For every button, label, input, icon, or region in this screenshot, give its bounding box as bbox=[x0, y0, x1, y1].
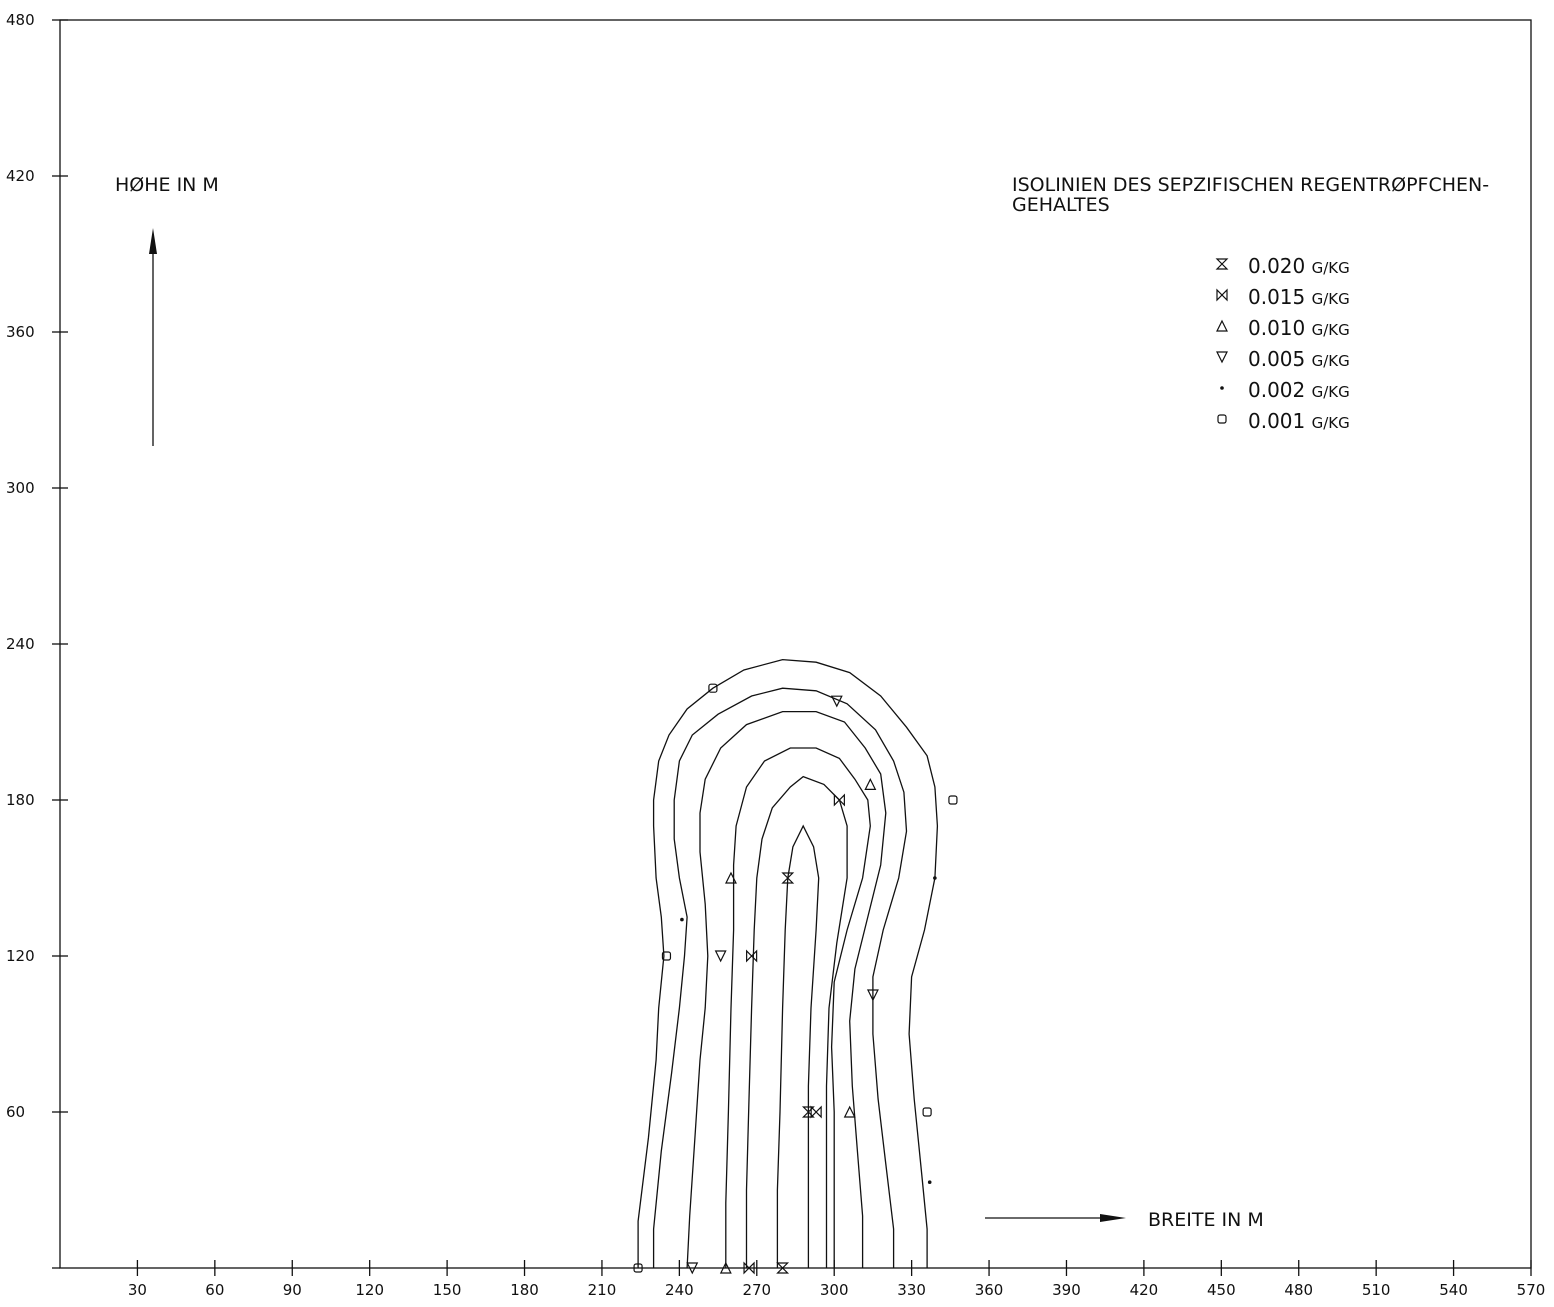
y-tick-label: 300 bbox=[6, 479, 35, 497]
isoline-marker bbox=[714, 950, 727, 963]
x-tick-label: 300 bbox=[820, 1281, 849, 1299]
isoline-path bbox=[776, 824, 820, 1268]
x-tick-label: 240 bbox=[665, 1281, 694, 1299]
isoline-marker bbox=[743, 1261, 755, 1275]
isoline-marker bbox=[927, 1180, 932, 1184]
y-tick-label: 240 bbox=[6, 635, 35, 653]
isoline-marker bbox=[781, 872, 795, 884]
isoline-marker bbox=[776, 1262, 790, 1274]
y-axis-label-group: HØHE IN M bbox=[115, 174, 219, 446]
legend-item: 0.020 G/KG bbox=[1215, 254, 1350, 278]
legend-item: 0.002 G/KG bbox=[1220, 378, 1350, 402]
isoline-path bbox=[637, 658, 939, 1268]
x-tick-label: 420 bbox=[1130, 1281, 1159, 1299]
plot-frame bbox=[59, 19, 1532, 1269]
y-tick-label: 480 bbox=[6, 11, 35, 29]
isoline-marker bbox=[933, 876, 937, 880]
x-tick-label: 120 bbox=[355, 1281, 384, 1299]
x-tick-label: 390 bbox=[1052, 1281, 1081, 1299]
legend-marker-icon bbox=[1220, 386, 1224, 390]
x-tick-label: 480 bbox=[1284, 1281, 1313, 1299]
legend-item: 0.015 G/KG bbox=[1216, 285, 1350, 309]
isoline-marker bbox=[719, 1261, 732, 1274]
x-axis-arrow-head-icon bbox=[1100, 1214, 1126, 1222]
isoline-0.002 bbox=[652, 687, 937, 1268]
y-axis-ticks: 60 120 180 240 300 360 420 480 bbox=[6, 11, 68, 1121]
x-tick-label: 60 bbox=[205, 1281, 224, 1299]
y-axis-title: HØHE IN M bbox=[115, 174, 219, 196]
chart-title-group: ISOLINIEN DES SEPZIFISCHEN REGENTRØPFCHE… bbox=[1012, 174, 1489, 216]
isoline-marker bbox=[864, 778, 877, 790]
isoline-0.005 bbox=[686, 695, 887, 1275]
x-tick-label: 210 bbox=[588, 1281, 617, 1299]
x-tick-label: 360 bbox=[975, 1281, 1004, 1299]
x-tick-label: 150 bbox=[433, 1281, 462, 1299]
isoline-0.001 bbox=[633, 658, 958, 1273]
isoline-marker bbox=[866, 989, 879, 1002]
x-tick-label: 570 bbox=[1517, 1281, 1546, 1299]
isoline-marker bbox=[633, 1263, 643, 1273]
isoline-marker bbox=[922, 1107, 932, 1117]
isoline-series bbox=[633, 658, 958, 1275]
isoline-marker bbox=[725, 871, 737, 884]
isoline-path bbox=[652, 687, 908, 1268]
chart-title-line-2: GEHALTES bbox=[1012, 194, 1110, 216]
y-tick-label: 360 bbox=[6, 323, 35, 341]
isoline-marker bbox=[686, 1262, 699, 1275]
y-axis-arrow-head-icon bbox=[149, 228, 157, 254]
x-tick-label: 510 bbox=[1362, 1281, 1391, 1299]
legend-marker-icon bbox=[1216, 319, 1228, 332]
legend-label: 0.002 G/KG bbox=[1248, 378, 1350, 402]
legend-item: 0.005 G/KG bbox=[1216, 347, 1350, 371]
isoline-path bbox=[745, 775, 848, 1268]
x-tick-label: 540 bbox=[1439, 1281, 1468, 1299]
isoline-marker bbox=[843, 1105, 856, 1118]
x-tick-label: 90 bbox=[283, 1281, 302, 1299]
isoline-path bbox=[725, 747, 871, 1268]
y-tick-label: 180 bbox=[6, 791, 35, 809]
legend: 0.020 G/KG 0.015 G/KG 0.010 G/KG 0.005 G/KG… bbox=[1215, 254, 1350, 433]
legend-marker-icon bbox=[1217, 414, 1227, 424]
isoline-marker bbox=[801, 1106, 815, 1118]
legend-label: 0.015 G/KG bbox=[1248, 285, 1350, 309]
legend-item: 0.010 G/KG bbox=[1216, 316, 1350, 340]
legend-item: 0.001 G/KG bbox=[1217, 409, 1350, 433]
x-tick-label: 270 bbox=[742, 1281, 771, 1299]
x-tick-label: 180 bbox=[510, 1281, 539, 1299]
chart-title-line-1: ISOLINIEN DES SEPZIFISCHEN REGENTRØPFCHE… bbox=[1012, 174, 1489, 196]
y-tick-label: 60 bbox=[6, 1103, 25, 1121]
legend-marker-icon bbox=[1216, 288, 1228, 302]
isoline-0.015 bbox=[743, 775, 848, 1275]
isoline-marker bbox=[948, 795, 958, 805]
isoline-marker bbox=[708, 683, 718, 693]
legend-marker-icon bbox=[1215, 258, 1229, 270]
isoline-0.020 bbox=[776, 824, 820, 1274]
x-axis-title: BREITE IN M bbox=[1148, 1209, 1264, 1231]
y-tick-label: 120 bbox=[6, 947, 35, 965]
isoline-0.010 bbox=[719, 747, 877, 1274]
x-tick-label: 450 bbox=[1207, 1281, 1236, 1299]
legend-label: 0.010 G/KG bbox=[1248, 316, 1350, 340]
isoline-marker bbox=[810, 1105, 822, 1119]
plot-border bbox=[59, 19, 1532, 1269]
isoline-marker bbox=[746, 949, 758, 963]
isoline-path bbox=[686, 710, 887, 1269]
legend-label: 0.005 G/KG bbox=[1248, 347, 1350, 371]
x-tick-label: 30 bbox=[128, 1281, 147, 1299]
legend-label: 0.020 G/KG bbox=[1248, 254, 1350, 278]
x-axis-ticks: 30 60 90 120 150 180 210 240 270 300 330 360 390 420 4… bbox=[52, 1260, 1545, 1299]
legend-label: 0.001 G/KG bbox=[1248, 409, 1350, 433]
isoline-marker bbox=[680, 917, 684, 922]
isoline-marker bbox=[833, 793, 845, 807]
y-tick-label: 420 bbox=[6, 167, 35, 185]
x-tick-label: 330 bbox=[897, 1281, 926, 1299]
x-axis-label-group: BREITE IN M bbox=[985, 1209, 1264, 1231]
legend-marker-icon bbox=[1216, 351, 1228, 364]
isoline-marker bbox=[661, 951, 672, 961]
isoline-marker bbox=[830, 695, 843, 708]
